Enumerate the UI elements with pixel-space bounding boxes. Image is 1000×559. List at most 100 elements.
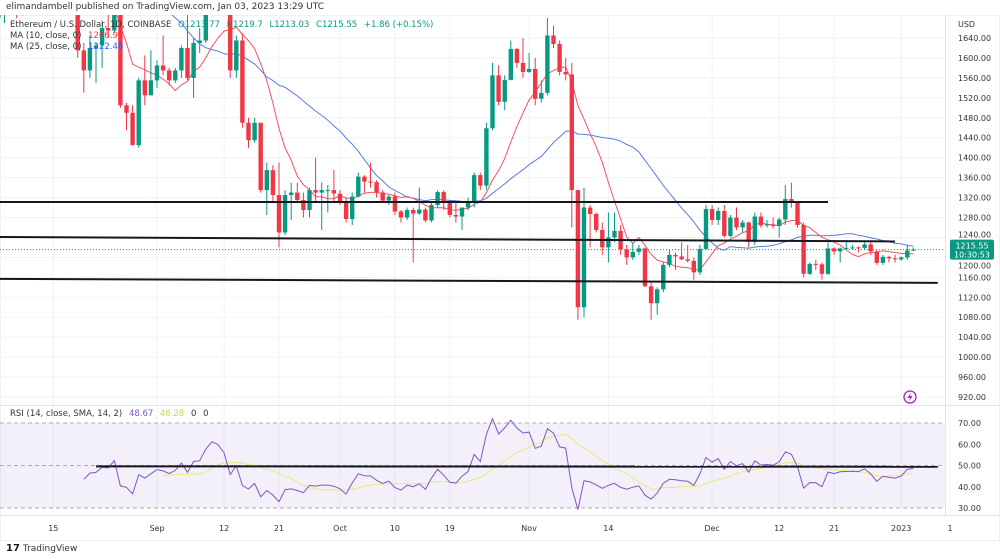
candle-body	[447, 202, 452, 216]
candle-body	[484, 128, 489, 186]
candle-body	[93, 45, 99, 48]
price-axis[interactable]: 1640.00 1600.00 1560.00 1520.00 1480.00 1440.…	[958, 34, 991, 402]
ma10-legend[interactable]: MA (10, close, 0) 1206.94	[10, 31, 127, 41]
candles	[0, 15, 916, 320]
rsi-tick-label: 50.00	[958, 462, 981, 471]
candle-body	[844, 247, 849, 249]
tradingview-footer[interactable]: 17 TradingView	[6, 543, 77, 554]
candle-body	[679, 256, 684, 260]
candle-body	[154, 65, 160, 81]
lightning-icon[interactable]	[903, 390, 917, 404]
candle-body	[905, 250, 910, 258]
candle-body	[203, 15, 208, 41]
candle-body	[874, 251, 879, 263]
horizontal-trendline[interactable]	[0, 235, 896, 243]
candle-body	[551, 35, 556, 44]
candle-body	[795, 203, 800, 225]
candle-body	[581, 207, 587, 308]
candle-body	[246, 122, 251, 141]
time-tick-label: 15	[48, 524, 58, 533]
candle-body	[240, 40, 245, 123]
time-tick-label: Dec	[704, 524, 719, 533]
candle-body	[862, 244, 867, 248]
candle-body	[777, 219, 782, 226]
candle-body	[856, 247, 861, 249]
time-tick-label: 10	[390, 524, 400, 533]
ma10-label: MA (10, close, 0)	[10, 31, 82, 41]
rsi-tick-label: 60.00	[958, 440, 981, 449]
rsi-sma-value: 46.28	[160, 409, 185, 419]
candle-body	[112, 15, 117, 31]
horizontal-trendline[interactable]	[0, 277, 938, 284]
candle-body	[557, 43, 562, 72]
candle-body	[899, 257, 904, 260]
trendlines[interactable]	[0, 201, 938, 284]
ohlc-open: O1213.77	[178, 20, 220, 30]
rsi-tick-label: 30.00	[958, 504, 981, 513]
candle-body	[709, 209, 715, 220]
rsi-line	[83, 417, 914, 510]
symbol-legend[interactable]: Ethereum / U.S. Dollar, 1D, COINBASE O12…	[10, 20, 437, 30]
price-tick-label: 1280.00	[958, 213, 991, 222]
price-tick-label: 1160.00	[958, 273, 991, 282]
candle-body	[313, 190, 318, 193]
time-tick-label: 2023	[891, 524, 911, 533]
candle-body	[734, 217, 739, 228]
candle-body	[770, 224, 776, 226]
candle-body	[807, 263, 812, 274]
published-caption: elimandambell published on TradingView.c…	[6, 2, 325, 12]
last-price-label: 1215.55 10:30:53	[950, 239, 994, 260]
price-tick-label: 1480.00	[958, 114, 991, 123]
ohlc-high: H1219.7	[226, 20, 263, 30]
rsi-axis[interactable]: 70.00 60.00 50.00 40.00 30.00	[958, 419, 981, 513]
ma25-legend[interactable]: MA (25, close, 0) 1222.46	[10, 42, 127, 52]
candle-body	[350, 196, 355, 219]
candle-body	[636, 248, 642, 252]
ma10-line	[116, 15, 914, 271]
last-price-value: 1215.55	[955, 242, 988, 251]
candle-body	[716, 211, 721, 220]
time-tick-label: 19	[445, 524, 455, 533]
price-tick-label: 960.00	[958, 373, 986, 382]
candle-body	[356, 176, 361, 197]
candle-body	[258, 122, 263, 191]
candle-body	[423, 209, 428, 221]
rsi-legend[interactable]: RSI (14, close, SMA, 14, 2) 48.67 46.28 …	[10, 409, 213, 419]
candle-body	[99, 28, 105, 46]
candle-body	[752, 216, 757, 242]
candle-body	[124, 105, 129, 113]
candle-body	[722, 211, 727, 236]
candle-body	[276, 195, 282, 233]
candle-body	[667, 254, 672, 265]
ohlc-low: L1213.03	[269, 20, 310, 30]
candle-body	[594, 214, 599, 230]
time-tick-label: Sep	[149, 524, 164, 533]
time-axis[interactable]: 15 Sep 12 21 Oct 10 19 Nov 14 Dec 12 21 2023 1	[48, 524, 952, 533]
candle-body	[343, 202, 349, 219]
candle-body	[746, 222, 751, 242]
candle-body	[441, 192, 446, 203]
candle-body	[819, 264, 825, 274]
candle-body	[514, 48, 520, 63]
candle-body	[648, 286, 654, 304]
candle-body	[533, 68, 538, 99]
price-change: +1.86 (+0.15%)	[363, 20, 434, 30]
candle-body	[429, 205, 434, 221]
price-chart[interactable]: USD 1640.001600.001560.001520.001480.001…	[0, 15, 1000, 541]
price-tick-label: 1320.00	[958, 194, 991, 203]
price-tick-label: 1120.00	[958, 293, 991, 302]
candle-body	[325, 190, 330, 192]
candle-body	[673, 254, 678, 257]
candle-body	[118, 15, 123, 106]
candle-body	[380, 192, 385, 201]
rsi-extra-value-2: 0	[203, 409, 209, 419]
candle-body	[911, 249, 916, 251]
rsi-tick-label: 70.00	[958, 419, 981, 428]
candle-body	[331, 190, 337, 194]
price-tick-label: 920.00	[958, 393, 986, 402]
candle-body	[630, 251, 635, 258]
candle-body	[453, 215, 459, 217]
candle-body	[404, 210, 410, 218]
price-tick-label: 1640.00	[958, 34, 991, 43]
candle-body	[496, 75, 501, 102]
